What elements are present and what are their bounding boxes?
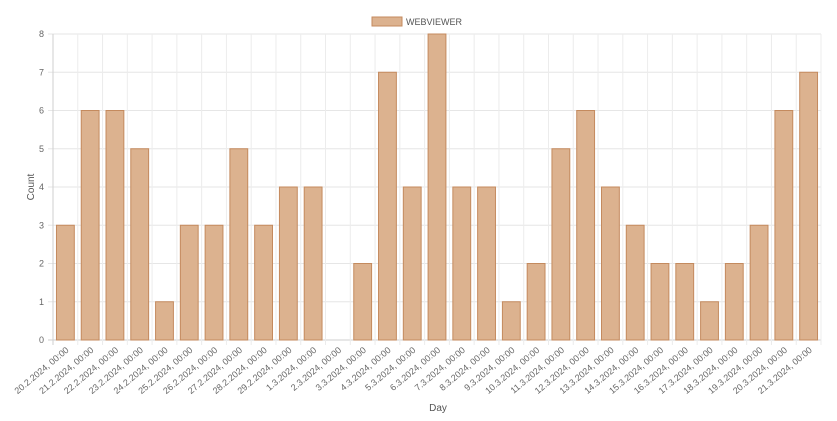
bar[interactable] (353, 263, 373, 341)
bar[interactable] (576, 110, 596, 341)
bar[interactable] (749, 224, 769, 341)
y-tick-label: 0 (39, 335, 44, 345)
bar[interactable] (278, 186, 298, 341)
y-tick-label: 4 (39, 182, 44, 192)
bar[interactable] (155, 301, 174, 341)
bar[interactable] (477, 186, 496, 341)
y-tick-label: 8 (39, 29, 44, 39)
bar[interactable] (700, 301, 719, 341)
legend-label[interactable]: WEBVIEWER (406, 17, 463, 27)
bar[interactable] (501, 301, 521, 341)
bar[interactable] (378, 71, 397, 341)
bar[interactable] (105, 110, 125, 341)
bar[interactable] (551, 148, 571, 341)
bar[interactable] (625, 224, 645, 341)
bar[interactable] (799, 71, 819, 341)
bar[interactable] (80, 110, 100, 341)
legend[interactable]: WEBVIEWER (371, 16, 463, 27)
bar[interactable] (452, 186, 472, 341)
y-tick-label: 3 (39, 220, 44, 230)
y-tick-label: 5 (39, 144, 44, 154)
bar[interactable] (55, 224, 75, 341)
bar[interactable] (675, 263, 695, 341)
grid-lines (48, 33, 822, 345)
y-tick-label: 2 (39, 259, 44, 269)
y-axis-title: Count (26, 173, 37, 200)
bar[interactable] (402, 186, 422, 341)
y-tick-label: 1 (39, 297, 44, 307)
bar[interactable] (526, 263, 546, 341)
bar[interactable] (229, 148, 249, 341)
bar[interactable] (774, 110, 794, 341)
y-tick-label: 6 (39, 106, 44, 116)
bars (55, 33, 819, 341)
bar[interactable] (650, 263, 670, 341)
bar[interactable] (130, 148, 150, 341)
bar[interactable] (427, 33, 447, 341)
x-axis-title: Day (429, 403, 447, 414)
y-axis-ticks: 0 1 2 3 4 5 6 7 8 (39, 29, 44, 345)
y-tick-label: 7 (39, 67, 44, 77)
bar[interactable] (303, 186, 323, 341)
bar[interactable] (601, 186, 620, 341)
bar[interactable] (254, 224, 273, 341)
legend-swatch[interactable] (371, 16, 403, 27)
bar[interactable] (204, 224, 224, 341)
bar[interactable] (724, 263, 744, 341)
bar[interactable] (179, 224, 199, 341)
